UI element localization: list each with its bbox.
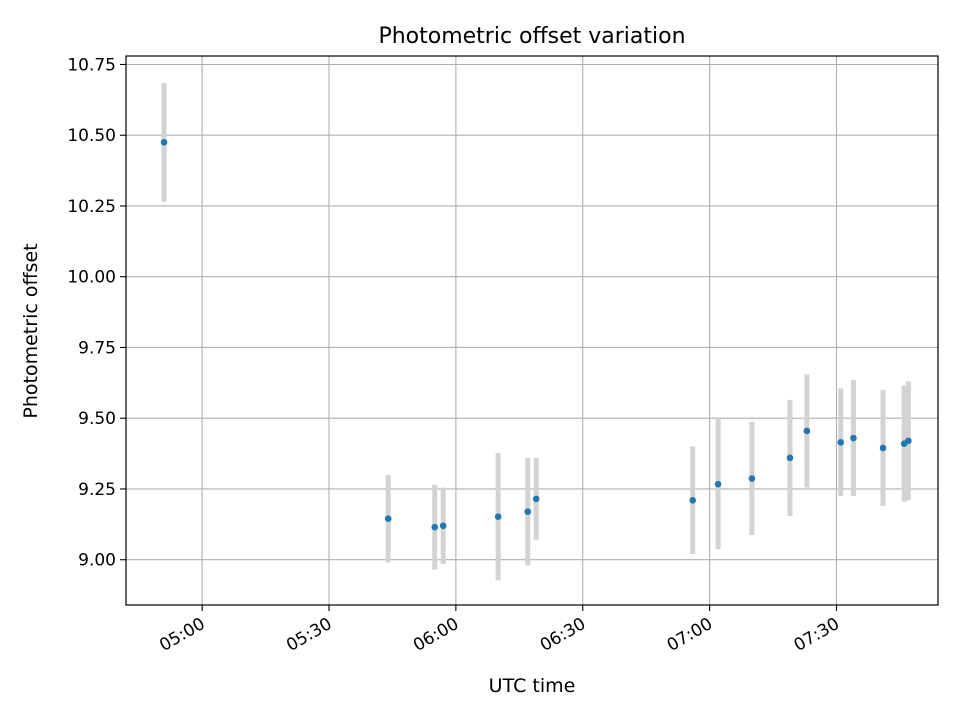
y-tick-label: 10.00 bbox=[67, 268, 116, 288]
y-axis: 9.00 9.25 9.50 9.75 10.00 10.25 10.50 10.75 bbox=[67, 55, 126, 571]
data-point bbox=[524, 508, 532, 515]
grid bbox=[126, 56, 938, 605]
plot-frame bbox=[125, 55, 939, 606]
data-point bbox=[786, 454, 794, 462]
data-point bbox=[748, 475, 756, 482]
data-points bbox=[160, 139, 912, 531]
data-point bbox=[160, 139, 168, 146]
y-tick-label: 9.25 bbox=[78, 480, 116, 500]
data-point bbox=[431, 523, 439, 531]
y-tick-label: 9.75 bbox=[78, 338, 116, 358]
data-point bbox=[439, 522, 447, 530]
y-tick-label: 10.25 bbox=[67, 197, 116, 217]
x-axis-label: UTC time bbox=[489, 675, 576, 697]
data-point bbox=[532, 495, 540, 503]
y-tick-label: 9.00 bbox=[78, 551, 116, 571]
y-tick-label: 10.50 bbox=[67, 126, 116, 146]
plot-background bbox=[126, 56, 938, 605]
data-point bbox=[879, 444, 887, 452]
data-point bbox=[837, 438, 845, 446]
data-point bbox=[384, 515, 392, 522]
data-point bbox=[850, 434, 857, 442]
data-point bbox=[905, 437, 912, 445]
y-axis-label: Photometric offset bbox=[20, 243, 42, 418]
y-tick-label: 10.75 bbox=[67, 55, 116, 75]
data-point bbox=[803, 427, 811, 435]
data-point bbox=[714, 480, 722, 488]
y-tick-label: 9.50 bbox=[78, 409, 116, 429]
chart-title: Photometric offset variation bbox=[378, 24, 685, 49]
data-point bbox=[689, 496, 697, 504]
data-point bbox=[494, 513, 502, 521]
